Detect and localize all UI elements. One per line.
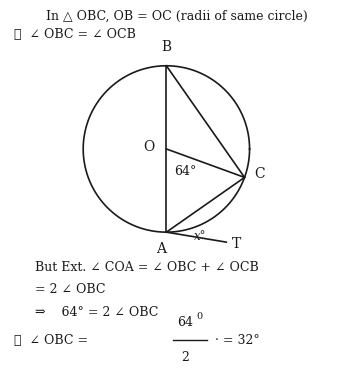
Text: 64°: 64° — [175, 165, 197, 178]
Text: 2: 2 — [181, 351, 189, 364]
Text: = 2 ∠ OBC: = 2 ∠ OBC — [35, 283, 106, 296]
Text: T: T — [232, 237, 241, 251]
Text: x°: x° — [194, 230, 207, 243]
Text: ⇒    64° = 2 ∠ OBC: ⇒ 64° = 2 ∠ OBC — [35, 306, 159, 319]
Text: 0: 0 — [196, 312, 202, 321]
Text: But Ext. ∠ COA = ∠ OBC + ∠ OCB: But Ext. ∠ COA = ∠ OBC + ∠ OCB — [35, 261, 259, 274]
Text: · = 32°: · = 32° — [211, 334, 260, 347]
Text: 64: 64 — [177, 316, 193, 329]
Text: ∴  ∠ OBC =: ∴ ∠ OBC = — [14, 334, 92, 347]
Text: A: A — [156, 242, 166, 256]
Text: B: B — [161, 40, 171, 54]
Text: In △ OBC, OB = OC (radii of same circle): In △ OBC, OB = OC (radii of same circle) — [46, 10, 308, 23]
Text: C: C — [254, 167, 265, 181]
Text: O: O — [143, 140, 154, 154]
Text: ∴  ∠ OBC = ∠ OCB: ∴ ∠ OBC = ∠ OCB — [14, 28, 136, 41]
